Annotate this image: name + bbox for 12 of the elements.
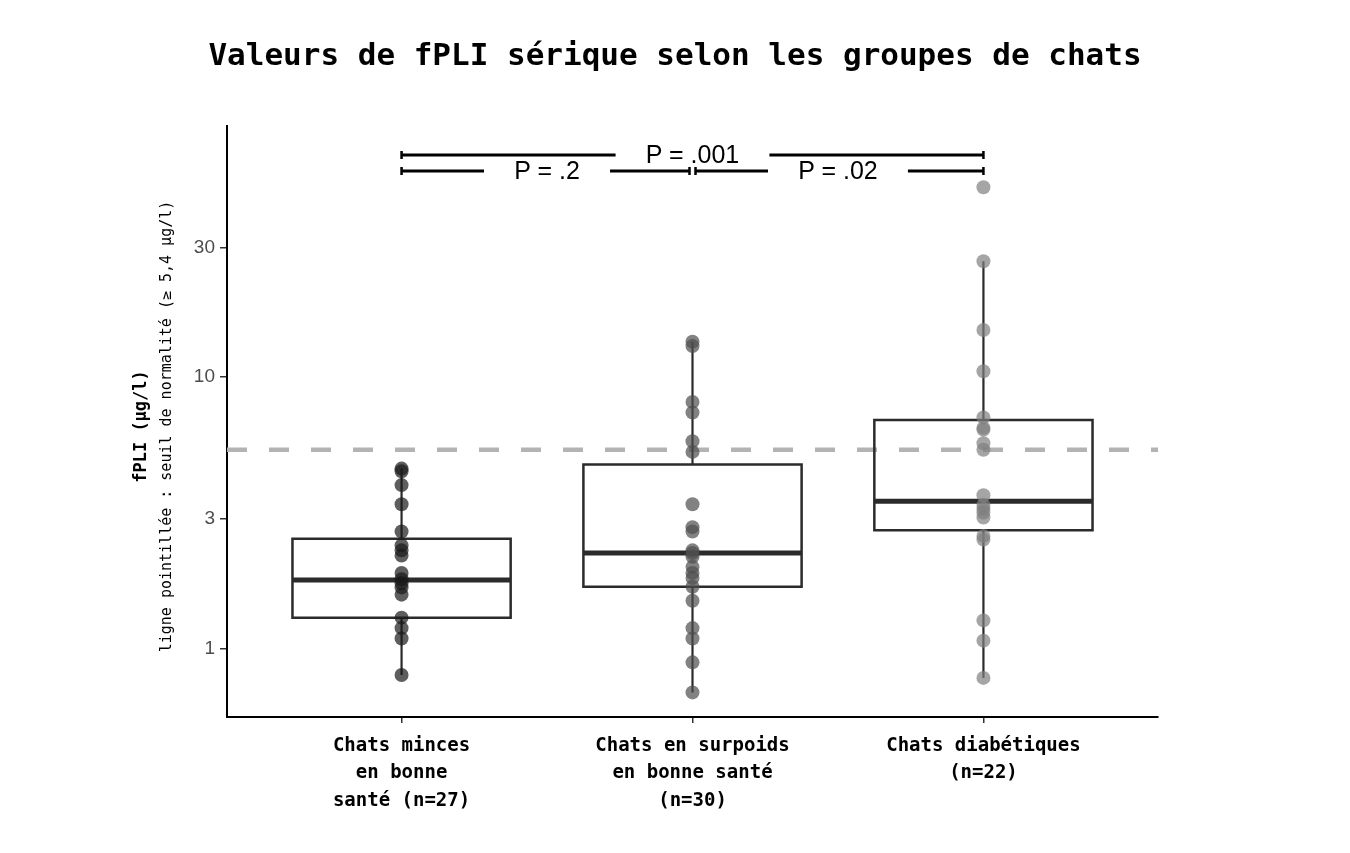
y-tick-label: 3	[204, 507, 215, 529]
annotation: P = .001	[645, 139, 740, 168]
y-tick-label: 30	[193, 235, 215, 257]
y-axis-title: fPLI (µg/l) ligne pointillée : seuil de normalité (≥ 5,4 µg/l)	[130, 200, 175, 653]
x-tick-label: Chats diabétiques (n=22)	[886, 732, 1081, 783]
x-tick-label: Chats minces en bonne santé (n=27)	[332, 732, 471, 810]
x-tick-label: Chats en surpoids en bonne santé (n=30)	[595, 732, 790, 810]
chart-title: Valeurs de fPLI sérique selon les groupes de chats	[208, 36, 1142, 73]
annotation: P = .02	[798, 155, 878, 184]
y-tick-label: 10	[193, 365, 215, 387]
y-tick-label: 1	[204, 636, 215, 658]
annotation: P = .2	[514, 155, 580, 184]
